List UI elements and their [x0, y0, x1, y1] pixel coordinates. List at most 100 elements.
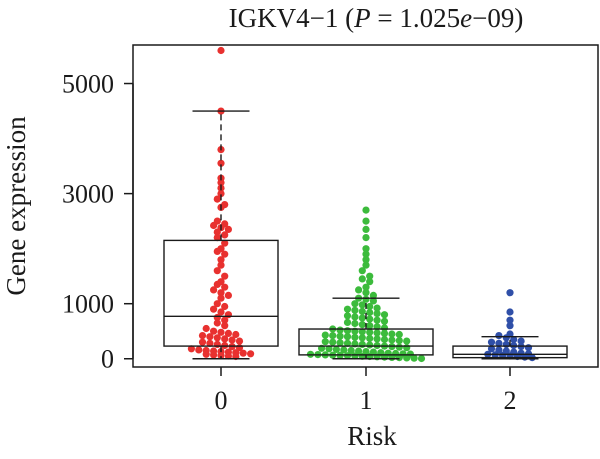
- data-point-risk-2: [506, 308, 514, 316]
- data-point-risk-1: [373, 310, 381, 318]
- data-point-risk-1: [388, 336, 396, 344]
- data-point-risk-1: [347, 346, 355, 355]
- chart-title: IGKV4−1 (P = 1.025e−09): [229, 3, 524, 33]
- data-point-risk-0: [195, 346, 203, 354]
- data-point-risk-0: [217, 328, 225, 336]
- data-point-risk-1: [362, 206, 370, 214]
- data-point-risk-1: [358, 314, 366, 322]
- data-point-risk-1: [362, 261, 370, 269]
- data-point-risk-1: [336, 339, 344, 347]
- data-point-risk-1: [362, 245, 370, 253]
- data-point-risk-1: [362, 256, 370, 264]
- data-point-risk-1: [351, 306, 359, 314]
- data-point-risk-1: [373, 304, 381, 312]
- data-point-risk-1: [362, 283, 370, 291]
- data-point-risk-1: [343, 339, 352, 347]
- data-point-risk-0: [217, 308, 225, 316]
- data-point-risk-1: [343, 333, 352, 341]
- data-point-risk-2: [502, 340, 510, 348]
- data-point-risk-1: [358, 301, 366, 309]
- data-point-risk-1: [380, 311, 389, 319]
- data-point-risk-0: [235, 337, 244, 345]
- x-axis: 0 1 2: [215, 367, 517, 415]
- data-point-risk-0: [217, 261, 225, 269]
- data-point-risk-1: [366, 334, 374, 342]
- data-point-risk-2: [510, 335, 518, 344]
- data-point-risk-1: [343, 312, 352, 320]
- data-point-risk-0: [210, 305, 218, 313]
- data-point-risk-1: [329, 332, 337, 340]
- data-point-risk-0: [224, 225, 232, 233]
- boxes-layer: [163, 110, 568, 360]
- data-point-risk-1: [403, 344, 411, 352]
- data-point-risk-0: [187, 345, 195, 353]
- data-point-risk-0: [221, 302, 229, 311]
- data-point-risk-1: [417, 354, 426, 363]
- data-point-risk-1: [329, 338, 337, 346]
- data-point-risk-2: [487, 338, 496, 346]
- data-point-risk-0: [221, 335, 229, 343]
- data-point-risk-0: [217, 179, 225, 187]
- data-point-risk-1: [380, 329, 389, 337]
- data-point-risk-1: [380, 317, 389, 325]
- data-point-risk-0: [213, 334, 221, 342]
- data-point-risk-1: [336, 326, 344, 334]
- points-layer: [187, 46, 536, 363]
- data-point-risk-0: [217, 190, 225, 198]
- data-point-risk-1: [366, 328, 374, 336]
- data-point-risk-1: [362, 217, 370, 225]
- data-point-risk-2: [506, 289, 514, 297]
- data-point-risk-1: [358, 275, 366, 283]
- data-point-risk-0: [213, 234, 221, 242]
- x-axis-label: Risk: [347, 421, 397, 451]
- data-point-risk-0: [202, 350, 210, 358]
- data-point-risk-2: [517, 337, 525, 345]
- data-point-risk-0: [221, 239, 229, 247]
- data-point-risk-1: [362, 225, 370, 233]
- data-point-risk-1: [410, 354, 418, 362]
- y-axis: 0 1000 3000 5000: [62, 70, 134, 374]
- y-axis-label: Gene expression: [1, 116, 31, 296]
- data-point-risk-0: [198, 332, 207, 340]
- data-point-risk-0: [221, 231, 229, 239]
- data-point-risk-2: [487, 345, 496, 353]
- data-point-risk-1: [369, 291, 377, 299]
- x-tick-label: 1: [360, 386, 373, 415]
- data-point-risk-0: [213, 195, 221, 203]
- data-point-risk-1: [366, 341, 374, 349]
- data-point-risk-1: [351, 319, 359, 328]
- data-point-risk-1: [373, 316, 381, 324]
- data-point-risk-1: [366, 278, 374, 286]
- data-point-risk-0: [224, 329, 232, 337]
- data-point-risk-0: [198, 338, 207, 346]
- data-point-risk-1: [366, 272, 374, 280]
- data-point-risk-0: [213, 247, 221, 255]
- data-point-risk-0: [206, 339, 214, 347]
- data-point-risk-2: [495, 332, 503, 340]
- data-point-risk-1: [369, 297, 377, 305]
- data-point-risk-1: [366, 322, 374, 330]
- data-point-risk-2: [495, 346, 503, 354]
- data-point-risk-0: [213, 340, 221, 348]
- data-point-risk-0: [221, 316, 229, 324]
- data-point-risk-1: [351, 333, 359, 341]
- data-point-risk-0: [224, 291, 232, 299]
- data-point-risk-1: [380, 335, 389, 344]
- data-point-risk-0: [221, 250, 229, 258]
- y-tick-label: 3000: [62, 180, 114, 209]
- box-risk-2: [452, 345, 568, 359]
- data-point-risk-1: [362, 289, 370, 297]
- data-point-risk-1: [366, 315, 374, 323]
- data-point-risk-1: [340, 346, 348, 354]
- data-point-risk-1: [358, 307, 366, 315]
- x-tick-label: 0: [215, 386, 228, 415]
- data-point-risk-1: [373, 335, 381, 343]
- data-point-risk-2: [506, 322, 514, 330]
- data-point-risk-1: [336, 332, 344, 340]
- data-point-risk-1: [355, 286, 363, 294]
- data-point-risk-0: [217, 159, 225, 167]
- data-point-risk-1: [366, 308, 374, 317]
- data-point-risk-1: [321, 338, 329, 346]
- data-point-risk-0: [217, 256, 225, 264]
